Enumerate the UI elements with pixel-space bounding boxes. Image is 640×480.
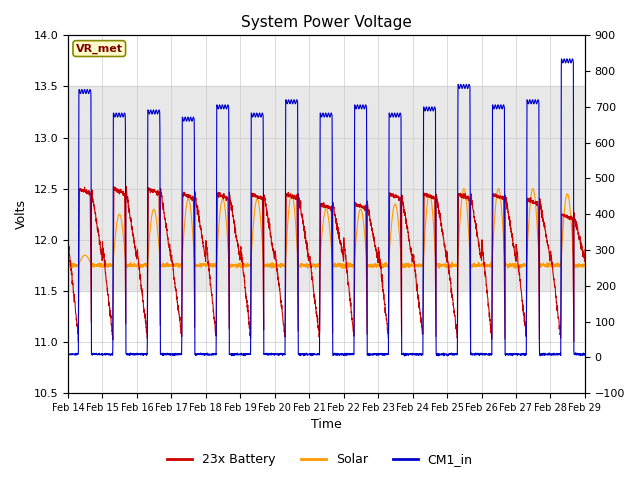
- Title: System Power Voltage: System Power Voltage: [241, 15, 412, 30]
- X-axis label: Time: Time: [311, 419, 342, 432]
- Text: VR_met: VR_met: [76, 43, 123, 54]
- Y-axis label: Volts: Volts: [15, 199, 28, 229]
- Bar: [68, 86, 585, 291]
- Legend: 23x Battery, Solar, CM1_in: 23x Battery, Solar, CM1_in: [163, 448, 477, 471]
